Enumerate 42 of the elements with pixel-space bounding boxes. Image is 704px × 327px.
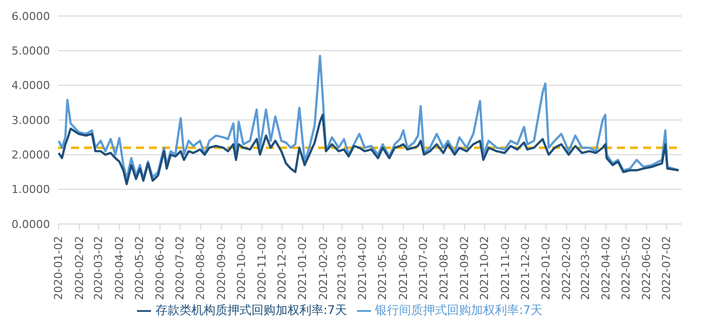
y-tick-label: 1.0000: [12, 183, 50, 196]
x-tick-label: 2020-10-02: [234, 236, 248, 300]
x-tick-label: 2021-09-02: [458, 236, 472, 300]
x-tick-label: 2020-04-02: [112, 236, 126, 300]
x-tick-label: 2022-05-02: [620, 236, 632, 300]
x-tick-label: 2022-01-02: [540, 236, 552, 300]
line-series: [58, 114, 680, 186]
x-tick-label: 2021-03-02: [336, 236, 348, 300]
y-tick-label: 2.0000: [12, 148, 50, 162]
x-tick-label: 2021-05-02: [376, 236, 390, 300]
x-tick-label: 2020-12-02: [276, 236, 288, 300]
x-tick-label: 2021-10-02: [478, 236, 492, 300]
x-tick-label: 2021-04-02: [356, 236, 370, 300]
legend-label: 银行间质押式回购加权利率:7天: [375, 303, 543, 317]
x-tick-label: 2020-05-02: [132, 236, 146, 300]
x-tick-label: 2020-03-02: [92, 236, 106, 300]
x-tick-label: 2021-11-02: [498, 236, 512, 300]
x-tick-label: 2020-11-02: [256, 236, 268, 300]
x-tick-label: 2022-06-02: [640, 236, 654, 300]
x-tick-label: 2020-08-02: [194, 236, 208, 300]
x-tick-label: 2021-06-02: [396, 236, 410, 300]
x-tick-label: 2022-07-02: [660, 236, 674, 300]
y-tick-label: 6.0000: [12, 10, 50, 23]
y-tick-label: 5.0000: [12, 44, 50, 58]
y-tick-label: 4.0000: [12, 79, 50, 92]
x-tick-label: 2020-01-02: [52, 236, 66, 300]
x-tick-label: 2022-03-02: [578, 236, 592, 300]
x-tick-label: 2021-02-02: [316, 236, 330, 300]
x-tick-label: 2022-02-02: [560, 236, 574, 300]
x-tick-label: 2022-04-02: [600, 236, 612, 300]
x-tick-label: 2020-09-02: [214, 236, 228, 300]
x-tick-label: 2021-07-02: [416, 236, 430, 300]
x-tick-label: 2021-08-02: [438, 236, 450, 300]
line-series: [58, 54, 680, 180]
y-tick-label: 3.0000: [12, 114, 50, 127]
y-tick-label: 0.0000: [12, 218, 50, 231]
x-tick-label: 2020-07-02: [174, 236, 186, 300]
legend-label: 存款类机构质押式回购加权利率:7天: [155, 303, 347, 317]
x-tick-label: 2021-01-02: [296, 236, 310, 300]
x-tick-label: 2020-02-02: [72, 236, 86, 300]
x-tick-label: 2021-12-02: [518, 236, 532, 300]
x-tick-label: 2020-06-02: [154, 236, 166, 300]
